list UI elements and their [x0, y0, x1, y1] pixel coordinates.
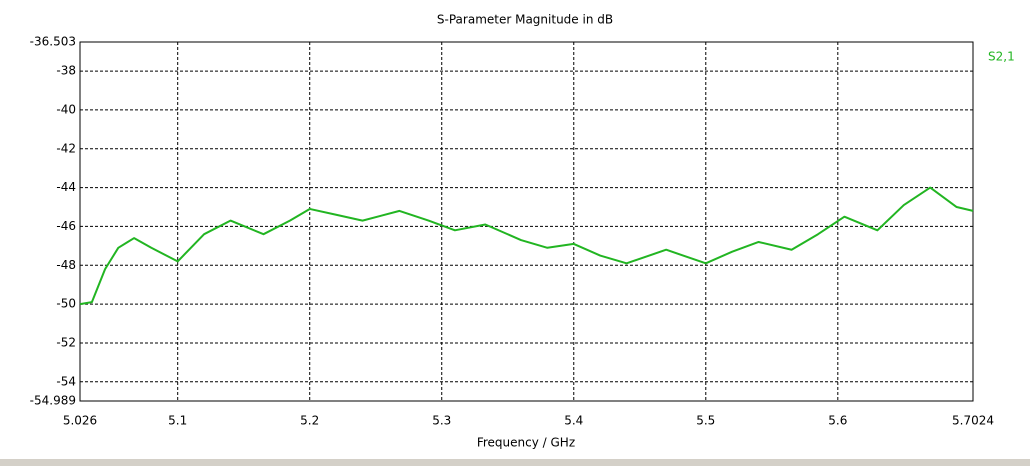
plot-frame [79, 41, 974, 402]
y-tick-label: -40 [56, 102, 76, 116]
x-tick-label: 5.4 [564, 414, 583, 428]
y-tick-label: -38 [56, 64, 76, 78]
y-tick-label: -42 [56, 141, 76, 155]
y-tick-label: -36.503 [30, 35, 76, 49]
x-tick-label: 5.3 [432, 414, 451, 428]
x-tick-label: 5.6 [828, 414, 847, 428]
window-edge [0, 459, 1030, 466]
legend-label: S2,1 [988, 50, 1015, 64]
y-tick-label: -44 [56, 180, 76, 194]
y-tick-label: -50 [56, 297, 76, 311]
x-tick-label: 5.7024 [952, 414, 994, 428]
y-tick-label: -52 [56, 335, 76, 349]
data-line [79, 186, 974, 306]
y-tick-label: -54 [56, 374, 76, 388]
x-tick-label: 5.026 [63, 414, 97, 428]
x-axis-label: Frequency / GHz [477, 436, 575, 450]
chart-title: S-Parameter Magnitude in dB [437, 13, 613, 27]
x-tick-label: 5.5 [696, 414, 715, 428]
x-tick-label: 5.1 [168, 414, 187, 428]
y-tick-label: -54.989 [30, 394, 76, 408]
y-tick-label: -48 [56, 258, 76, 272]
y-tick-label: -46 [56, 219, 76, 233]
x-tick-label: 5.2 [300, 414, 319, 428]
